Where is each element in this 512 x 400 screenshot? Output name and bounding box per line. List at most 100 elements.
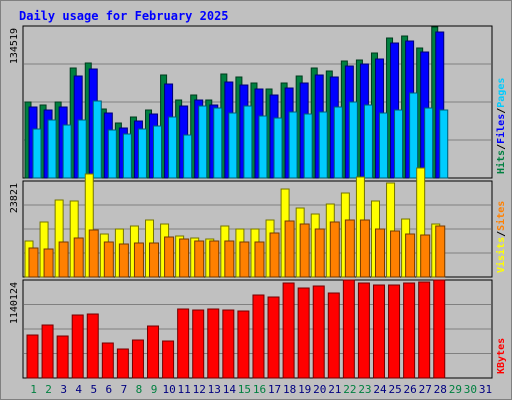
y-series-label: Pages [496,78,507,108]
bar-kbytes [342,279,355,379]
bar-sites [224,240,235,278]
bar-kbytes [252,294,265,379]
bar-sites [118,243,129,278]
bar-kbytes [56,335,69,379]
chart-title: Daily usage for February 2025 [19,9,229,23]
bar-pages [318,111,328,179]
bar-pages [77,119,87,179]
bar-sites [164,236,175,278]
y-max-label: 23821 [9,183,20,213]
bar-pages [363,104,373,179]
bar-kbytes [207,308,220,379]
bar-sites [239,241,250,278]
y-series-label: Visits [495,237,507,273]
x-tick-label: 11 [178,383,191,396]
bar-pages [153,125,163,179]
bar-kbytes [403,282,416,379]
bar-kbytes [71,314,84,379]
bar-kbytes [86,313,99,379]
bar-sites [359,219,370,278]
x-tick-label: 7 [121,383,128,396]
x-tick-label: 8 [136,383,143,396]
x-tick-label: 1 [30,383,37,396]
bar-kbytes [222,309,235,379]
x-tick-label: 26 [404,383,417,396]
x-tick-label: 22 [343,383,356,396]
x-tick-label: 10 [162,383,175,396]
x-tick-label: 16 [253,383,266,396]
bar-kbytes [116,348,129,379]
bar-pages [378,112,388,179]
x-tick-label: 5 [90,383,97,396]
bar-kbytes [267,296,280,379]
y-max-label: 1140124 [9,282,20,324]
x-tick-label: 12 [193,383,206,396]
y-series-label-group: KBytes [496,338,507,374]
bar-kbytes [433,279,446,379]
bar-pages [122,133,132,179]
bar-kbytes [162,340,175,379]
x-tick-label: 25 [388,383,401,396]
y-max-label: 134519 [9,28,20,64]
bar-kbytes [192,309,205,379]
bar-sites [103,241,114,278]
x-tick-label: 30 [464,383,477,396]
bar-kbytes [237,310,250,379]
bar-sites [133,242,144,278]
bar-sites [43,248,54,278]
bar-pages [273,117,283,179]
x-tick-label: 4 [75,383,82,396]
y-series-label: KBytes [496,338,507,374]
bar-kbytes [282,282,295,379]
x-tick-label: 14 [223,383,237,396]
y-series-separator: / [496,108,507,114]
bar-sites [314,228,325,278]
bar-pages [409,92,419,179]
bar-pages [228,112,238,179]
bar-pages [333,106,343,179]
bar-pages [183,134,193,179]
bar-sites [435,225,446,278]
bar-pages [439,109,449,179]
x-tick-label: 13 [208,383,221,396]
bar-sites [254,241,265,278]
bar-kbytes [177,308,190,379]
bar-kbytes [388,284,401,379]
bar-kbytes [147,325,160,379]
bar-pages [288,111,298,179]
bar-sites [344,219,355,278]
bar-pages [303,113,313,179]
bar-pages [107,129,117,179]
bar-sites [179,238,190,278]
bar-sites [284,220,295,278]
bar-kbytes [372,284,385,379]
bar-kbytes [418,281,431,379]
bar-kbytes [297,287,310,379]
y-series-separator: / [496,231,507,237]
y-series-label-group: Hits/Files/Pages [495,78,507,174]
x-tick-label: 27 [419,383,432,396]
bar-sites [390,230,401,278]
x-tick-label: 23 [358,383,371,396]
bar-pages [394,109,404,179]
bar-sites [420,234,431,278]
bar-kbytes [312,285,325,379]
bar-pages [348,101,358,179]
bar-pages [168,116,178,179]
bar-sites [405,233,416,278]
bar-sites [374,228,385,278]
bar-sites [73,237,84,278]
bar-pages [62,124,72,179]
bar-pages [243,105,253,179]
x-tick-label: 17 [268,383,281,396]
bar-sites [88,229,99,278]
bar-pages [424,107,434,179]
y-series-label: Sites [495,201,507,231]
x-tick-label: 31 [479,383,492,396]
bar-sites [269,232,280,278]
bar-sites [194,240,205,278]
bar-kbytes [357,282,370,379]
bar-sites [28,247,39,278]
bar-pages [137,128,147,179]
